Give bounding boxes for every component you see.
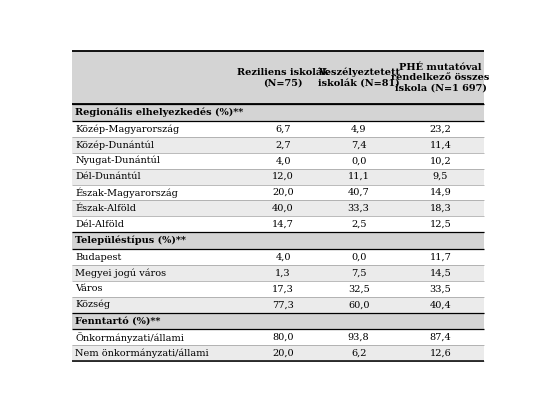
Text: 4,9: 4,9 — [351, 124, 366, 133]
Text: PHÉ mutatóval
rendelkező összes
iskola (N=1 697): PHÉ mutatóval rendelkező összes iskola (… — [391, 63, 490, 93]
Text: 33,3: 33,3 — [348, 204, 370, 213]
Text: 32,5: 32,5 — [348, 284, 370, 293]
Bar — [72, 153, 483, 169]
Text: 6,2: 6,2 — [351, 349, 366, 358]
Bar — [72, 185, 483, 200]
Text: Önkormányzati/állami: Önkormányzati/állami — [75, 332, 184, 343]
Text: 2,5: 2,5 — [351, 220, 366, 229]
Bar — [72, 137, 483, 153]
Text: 14,7: 14,7 — [272, 220, 294, 229]
Text: 1,3: 1,3 — [275, 268, 291, 278]
Text: Budapest: Budapest — [75, 252, 122, 262]
Bar — [72, 313, 483, 330]
Text: 40,0: 40,0 — [272, 204, 294, 213]
Text: 9,5: 9,5 — [433, 172, 448, 181]
Text: 4,0: 4,0 — [275, 252, 291, 262]
Text: 40,7: 40,7 — [348, 188, 370, 197]
Text: 12,0: 12,0 — [272, 172, 294, 181]
Text: Dél-Alföld: Dél-Alföld — [75, 220, 124, 229]
Text: 7,4: 7,4 — [351, 141, 366, 149]
Text: 23,2: 23,2 — [430, 124, 451, 133]
Bar — [72, 297, 483, 313]
Text: 11,4: 11,4 — [430, 141, 451, 149]
Text: Veszélyeztetett
iskolák (N=81): Veszélyeztetett iskolák (N=81) — [318, 67, 399, 87]
Text: 77,3: 77,3 — [272, 300, 294, 309]
Text: 14,5: 14,5 — [430, 268, 451, 278]
Text: 12,5: 12,5 — [430, 220, 451, 229]
Text: Fenntartó (%)**: Fenntartó (%)** — [75, 316, 160, 326]
Bar — [72, 200, 483, 216]
Text: 33,5: 33,5 — [430, 284, 451, 293]
Text: 4,0: 4,0 — [275, 156, 291, 165]
Text: 20,0: 20,0 — [272, 349, 294, 358]
Bar — [72, 121, 483, 137]
Bar — [72, 330, 483, 345]
Bar — [72, 216, 483, 232]
Text: 18,3: 18,3 — [430, 204, 451, 213]
Text: 10,2: 10,2 — [430, 156, 451, 165]
Text: 7,5: 7,5 — [351, 268, 366, 278]
Bar — [72, 104, 483, 121]
Bar — [72, 265, 483, 281]
Text: 20,0: 20,0 — [272, 188, 294, 197]
Text: 80,0: 80,0 — [272, 333, 294, 342]
Text: 6,7: 6,7 — [275, 124, 291, 133]
Bar — [72, 169, 483, 185]
Text: 2,7: 2,7 — [275, 141, 291, 149]
Text: Közép-Magyarország: Közép-Magyarország — [75, 124, 179, 134]
Text: Észak-Magyarország: Észak-Magyarország — [75, 187, 178, 198]
Text: 11,1: 11,1 — [348, 172, 370, 181]
Bar — [72, 281, 483, 297]
Bar — [72, 51, 483, 104]
Text: 0,0: 0,0 — [351, 252, 366, 262]
Bar — [72, 232, 483, 249]
Text: Község: Község — [75, 300, 111, 310]
Text: 0,0: 0,0 — [351, 156, 366, 165]
Text: 12,6: 12,6 — [430, 349, 451, 358]
Text: Megyei jogú város: Megyei jogú város — [75, 268, 166, 278]
Text: 60,0: 60,0 — [348, 300, 370, 309]
Text: Dél-Dunántúl: Dél-Dunántúl — [75, 172, 141, 181]
Text: 14,9: 14,9 — [430, 188, 451, 197]
Text: Város: Város — [75, 284, 103, 293]
Bar — [72, 345, 483, 361]
Text: 11,7: 11,7 — [430, 252, 451, 262]
Text: Településtípus (%)**: Településtípus (%)** — [75, 236, 186, 245]
Text: Közép-Dunántúl: Közép-Dunántúl — [75, 140, 154, 150]
Text: 87,4: 87,4 — [430, 333, 451, 342]
Text: Reziliens iskolák
(N=75): Reziliens iskolák (N=75) — [237, 68, 329, 87]
Text: 40,4: 40,4 — [430, 300, 451, 309]
Text: Nyugat-Dunántúl: Nyugat-Dunántúl — [75, 156, 160, 166]
Bar — [72, 249, 483, 265]
Text: 93,8: 93,8 — [348, 333, 370, 342]
Text: Regionális elhelyezkedés (%)**: Regionális elhelyezkedés (%)** — [75, 108, 243, 118]
Text: Nem önkormányzati/állami: Nem önkormányzati/állami — [75, 349, 209, 358]
Text: 17,3: 17,3 — [272, 284, 294, 293]
Text: Észak-Alföld: Észak-Alföld — [75, 204, 136, 213]
